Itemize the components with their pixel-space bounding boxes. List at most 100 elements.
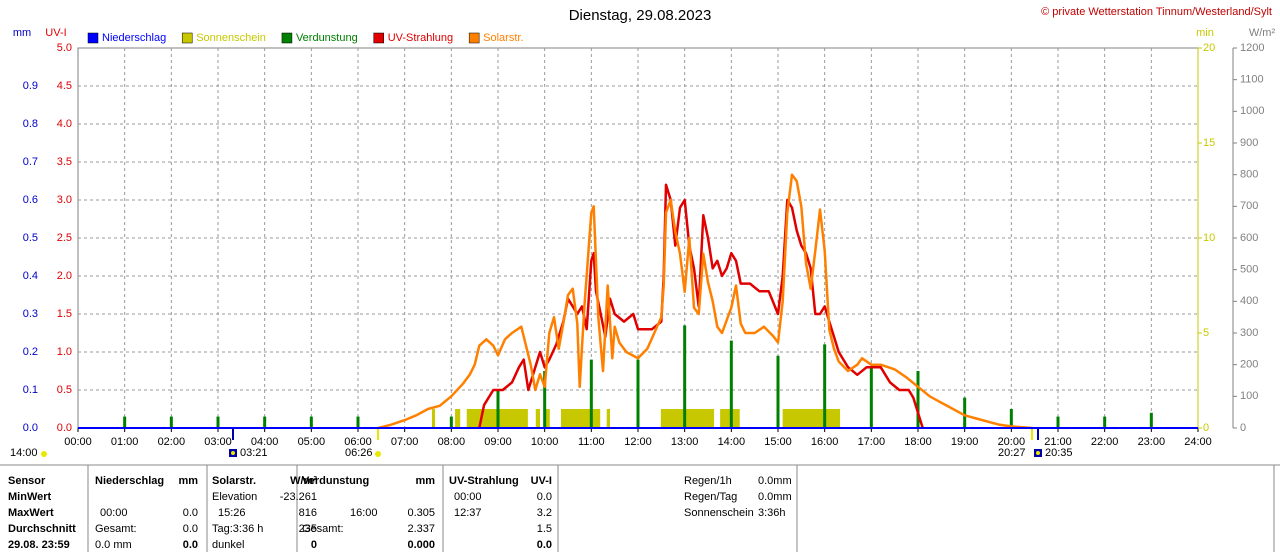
y-tick-label: 500 [1240,264,1258,276]
y-tick-label: 3.0 [57,194,72,206]
evaporation-bar [309,416,313,428]
y-tick-label: 0.3 [23,308,38,320]
stats-cell: 0.305 [407,507,435,519]
y-tick-label: 1.0 [57,346,72,358]
evaporation-bar [263,416,267,428]
sun-icons [41,428,1042,457]
summary-value: 0.0mm [758,491,792,503]
x-tick-label: 19:00 [951,436,979,448]
x-tick-label: 07:00 [391,436,419,448]
sunshine-bar [544,409,550,428]
stats-cell: 12:37 [454,507,482,519]
y-tick-label: 0.5 [57,384,72,396]
y-tick-label: 20 [1203,42,1215,54]
credit: © private Wetterstation Tinnum/Westerlan… [1041,6,1272,18]
stats-cell: 0.0 [183,507,198,519]
legend-label: Verdunstung [296,32,358,44]
y-tick-label: 1100 [1240,74,1264,86]
legend-label: UV-Strahlung [388,32,453,44]
y-tick-label: 2.0 [57,270,72,282]
y-tick-label: 4.5 [57,80,72,92]
y-tick-label: 15 [1203,137,1215,149]
y-tick-label: 5.0 [57,42,72,54]
x-tick-label: 06:00 [344,436,372,448]
x-tick-label: 18:00 [904,436,932,448]
axis-label: W/m² [1249,27,1276,39]
stats-cell: UV-I [531,475,552,487]
stats-cell: Sensor [8,475,46,487]
sunshine-bar [606,409,610,428]
event-time: 20:35 [1045,447,1073,459]
x-tick-label: 03:00 [204,436,232,448]
stats-cell: Niederschlag [95,475,164,487]
event-time: 06:26 [345,447,373,459]
stats-cell: -23.261 [280,491,317,503]
x-tick-label: 21:00 [1044,436,1072,448]
x-tick-label: 08:00 [438,436,466,448]
evaporation-bar [1056,416,1060,428]
evaporation-bar [543,371,547,428]
stats-cell: 3.2 [537,507,552,519]
axis-label: min [1196,27,1214,39]
stats-cell: Gesamt: [302,523,344,535]
y-tick-label: 0.9 [23,80,38,92]
x-tick-label: 14:00 [718,436,746,448]
y-tick-label: 1.5 [57,308,72,320]
evaporation-bar [683,325,687,428]
summary-label: Regen/Tag [684,491,737,503]
sunshine-bar [431,409,435,428]
y-tick-label: 600 [1240,232,1258,244]
evaporation-bar [869,367,873,428]
evaporation-bar [729,340,733,428]
stats-cell: 0 [311,539,317,551]
x-tick-label: 09:00 [484,436,512,448]
y-tick-label: 0.0 [57,422,72,434]
evaporation-bar [823,344,827,428]
evaporation-bar [589,359,593,428]
x-tick-label: 16:00 [811,436,839,448]
stats-cell: 0.0 mm [95,539,132,551]
x-tick-label: 10:00 [531,436,559,448]
y-tick-label: 10 [1203,232,1215,244]
summary-label: Regen/1h [684,475,732,487]
stats-cell: 0.0 [183,523,198,535]
series-line [478,183,924,429]
stats-cell: dunkel [212,539,244,551]
y-tick-label: 0.5 [23,232,38,244]
y-tick-label: 0.1 [23,384,38,396]
evaporation-bar [963,397,967,428]
y-tick-label: 0.2 [23,346,38,358]
legend-label: Sonnenschein [196,32,266,44]
y-tick-label: 5 [1203,327,1209,339]
evaporation-bar [1009,409,1013,428]
y-tick-label: 200 [1240,359,1258,371]
stats-cell: Tag:3:36 h [212,523,263,535]
y-tick-label: 700 [1240,200,1258,212]
summary-value: 0.0mm [758,475,792,487]
y-tick-label: 1000 [1240,105,1264,117]
x-tick-label: 04:00 [251,436,279,448]
evaporation-bar [169,416,173,428]
y-tick-label: 900 [1240,137,1258,149]
y-tick-label: 400 [1240,295,1258,307]
x-tick-label: 00:00 [64,436,92,448]
stats-cell: 0.0 [537,491,552,503]
axis-label: UV-I [45,27,66,39]
evaporation-bar [496,390,500,428]
x-tick-label: 17:00 [858,436,886,448]
table-separators [87,465,1275,552]
stats-cell: 16:00 [350,507,378,519]
legend-swatch [373,32,384,44]
stats-cell: Gesamt: [95,523,137,535]
stats-cell: 816 [299,507,317,519]
y-tick-label: 0 [1240,422,1246,434]
axis-label: mm [13,27,31,39]
x-tick-label: 24:00 [1184,436,1212,448]
summary-label: Sonnenschein [684,507,754,519]
y-tick-label: 300 [1240,327,1258,339]
y-tick-label: 0.0 [23,422,38,434]
evaporation-bar [916,371,920,428]
stats-cell: 15:26 [218,507,246,519]
legend-swatch [468,32,480,44]
x-tick-label: 12:00 [624,436,652,448]
